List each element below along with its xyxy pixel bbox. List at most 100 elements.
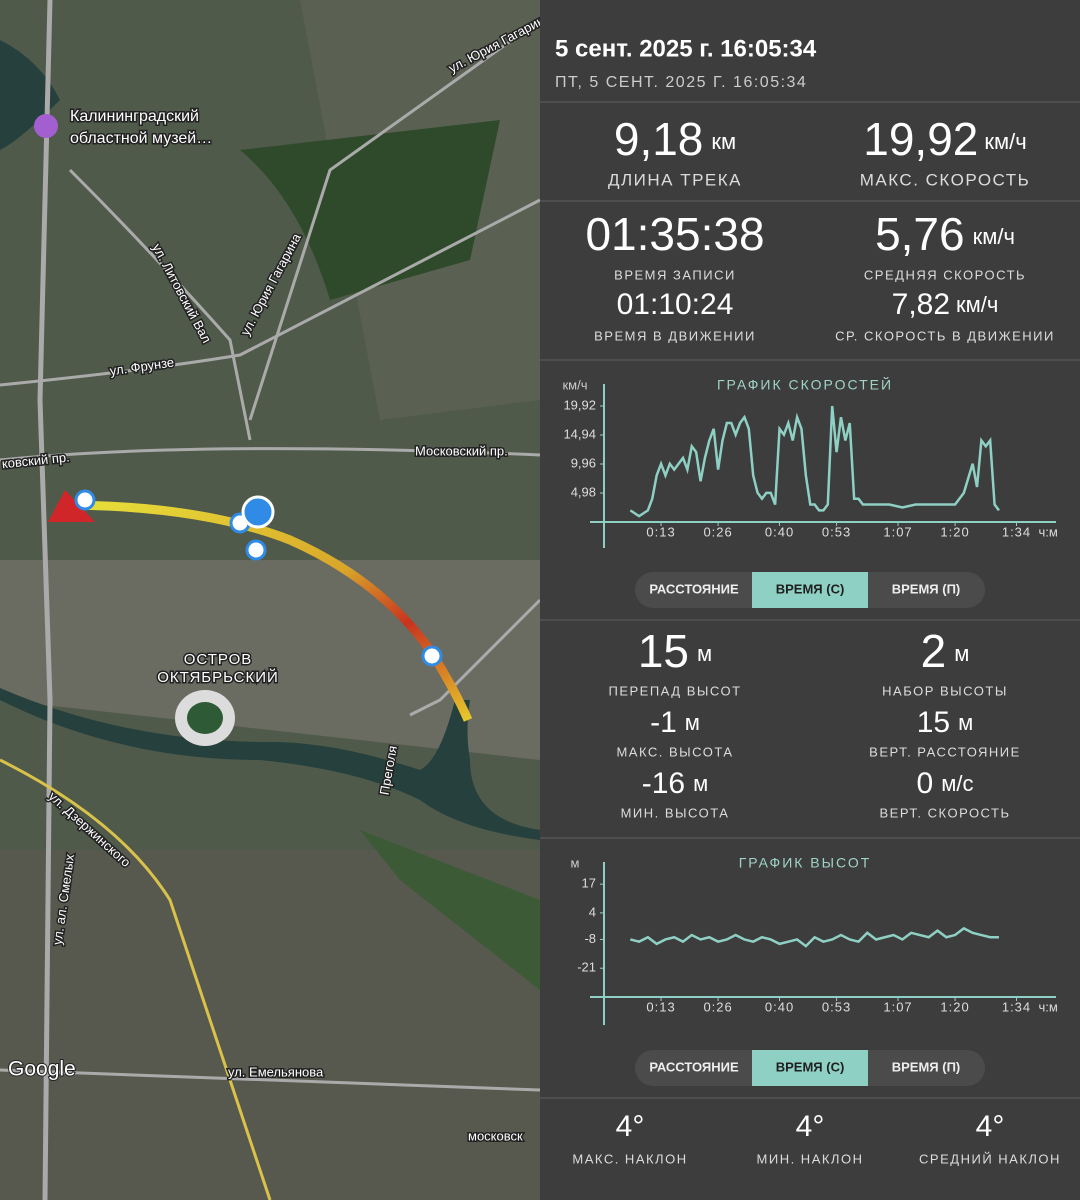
marker	[421, 645, 443, 667]
road	[0, 447, 541, 462]
y-unit: м	[571, 855, 580, 870]
stat-label: ВРЕМЯ В ДВИЖЕНИИ	[594, 328, 756, 343]
lake	[0, 40, 60, 150]
subtitle: ПТ, 5 СЕНТ. 2025 Г. 16:05:34	[555, 74, 807, 91]
y-tick-label: 17	[582, 876, 596, 891]
toggle-option[interactable]: ВРЕМЯ (П)	[892, 581, 961, 596]
x-unit: ч:м	[1039, 999, 1058, 1014]
stat-value: 4°	[976, 1110, 1005, 1143]
track	[59, 500, 473, 722]
stat-value: 4°	[616, 1110, 645, 1143]
stat-label: МАКС. НАКЛОН	[572, 1151, 687, 1166]
stat-value: 15 м	[917, 706, 974, 739]
stat-label: МИН. НАКЛОН	[757, 1151, 864, 1166]
x-tick-label: 1:07	[883, 999, 912, 1014]
x-tick-label: 1:20	[940, 999, 969, 1014]
marker	[74, 489, 96, 511]
y-tick-label: 4,98	[571, 484, 596, 499]
stat-label: НАБОР ВЫСОТЫ	[882, 683, 1008, 698]
street-label: ул. Емельянова	[228, 1064, 324, 1079]
stat-label: МАКС. ВЫСОТА	[616, 744, 733, 759]
stat-value: 9,18 км	[614, 113, 736, 165]
google-logo: Google	[8, 1058, 76, 1081]
x-tick-label: 0:26	[703, 524, 732, 539]
markers	[74, 489, 443, 667]
stat-value: 5,76 км/ч	[875, 208, 1015, 260]
road	[248, 18, 541, 421]
x-tick-label: 1:34	[1002, 524, 1031, 539]
toggle-option[interactable]: РАССТОЯНИЕ	[649, 1059, 739, 1074]
title: 5 сент. 2025 г. 16:05:34	[555, 35, 817, 62]
toggle-label: ВРЕМЯ (С)	[776, 581, 845, 596]
data-line	[629, 405, 1000, 518]
x-tick-label: 1:07	[883, 524, 912, 539]
stat-value: 01:35:38	[585, 208, 764, 260]
divider	[540, 101, 1080, 1099]
marker	[245, 539, 267, 561]
stat-value: 7,82 км/ч	[892, 288, 999, 321]
x-tick-label: 0:40	[765, 524, 794, 539]
poi-label: областной музей…	[70, 130, 212, 147]
street-label: московск	[468, 1128, 523, 1143]
y-tick-label: 19,92	[563, 397, 596, 412]
stat-label: ПЕРЕПАД ВЫСОТ	[608, 683, 741, 698]
road	[409, 598, 542, 717]
toggle-option[interactable]: ВРЕМЯ (П)	[892, 1059, 961, 1074]
x-tick-label: 0:26	[703, 999, 732, 1014]
stat-label: ДЛИНА ТРЕКА	[608, 170, 742, 189]
toggle-option[interactable]: РАССТОЯНИЕ	[649, 581, 739, 596]
map[interactable]: Калининградский областной музей… ул. Юри…	[0, 0, 555, 1200]
stat-value: 19,92 км/ч	[863, 113, 1026, 165]
stat-label: ВРЕМЯ ЗАПИСИ	[614, 267, 736, 282]
y-tick-label: -21	[577, 960, 596, 975]
poi-icon	[34, 114, 58, 138]
street-label: Московский пр.	[415, 443, 508, 458]
x-tick-label: 0:13	[646, 999, 675, 1014]
x-tick-label: 0:13	[646, 524, 675, 539]
y-tick-label: 4	[589, 904, 596, 919]
y-tick-label: -8	[584, 931, 596, 946]
stat-value: 15 м	[638, 625, 712, 677]
x-tick-label: 1:20	[940, 524, 969, 539]
stat-value: 01:10:24	[617, 288, 734, 321]
road	[37, 0, 53, 1200]
stat-value: -1 м	[650, 706, 700, 739]
map-field	[360, 830, 540, 990]
river	[0, 688, 540, 840]
x-tick-label: 0:40	[765, 999, 794, 1014]
stat-label: ВЕРТ. РАССТОЯНИЕ	[869, 744, 1021, 759]
stat-label: СР. СКОРОСТЬ В ДВИЖЕНИИ	[835, 328, 1055, 343]
road	[0, 1068, 541, 1092]
stat-value: 0 м/с	[917, 767, 974, 800]
toggle-option[interactable]: ВРЕМЯ (С)	[752, 1050, 868, 1086]
stat-label: МАКС. СКОРОСТЬ	[860, 170, 1031, 189]
stat-value: 4°	[796, 1110, 825, 1143]
stat-label: ВЕРТ. СКОРОСТЬ	[879, 805, 1010, 820]
toggle-option[interactable]: ВРЕМЯ (С)	[752, 572, 868, 608]
chart-title: ГРАФИК ВЫСОТ	[739, 855, 872, 871]
y-tick-label: 14,94	[563, 426, 596, 441]
y-unit: км/ч	[562, 377, 587, 392]
y-tick-label: 9,96	[571, 455, 596, 470]
x-unit: ч:м	[1039, 524, 1058, 539]
toggle-label: ВРЕМЯ (С)	[776, 1059, 845, 1074]
x-tick-label: 1:34	[1002, 999, 1031, 1014]
road	[68, 168, 252, 441]
roads	[0, 0, 542, 1200]
toggle-active	[752, 1050, 868, 1086]
district-label: ОКТЯБРЬСКИЙ	[157, 668, 279, 686]
toggle-label: ВРЕМЯ (П)	[892, 581, 961, 596]
poi-label: Калининградский	[70, 108, 199, 125]
x-tick-label: 0:53	[822, 524, 851, 539]
toggle-label: РАССТОЯНИЕ	[649, 581, 739, 596]
stat-label: СРЕДНЯЯ СКОРОСТЬ	[864, 267, 1026, 282]
chart-title: ГРАФИК СКОРОСТЕЙ	[717, 376, 893, 393]
toggle-active	[752, 572, 868, 608]
toggle-label: ВРЕМЯ (П)	[892, 1059, 961, 1074]
road	[0, 758, 272, 1200]
map-area	[0, 560, 540, 760]
data-line	[630, 926, 999, 948]
